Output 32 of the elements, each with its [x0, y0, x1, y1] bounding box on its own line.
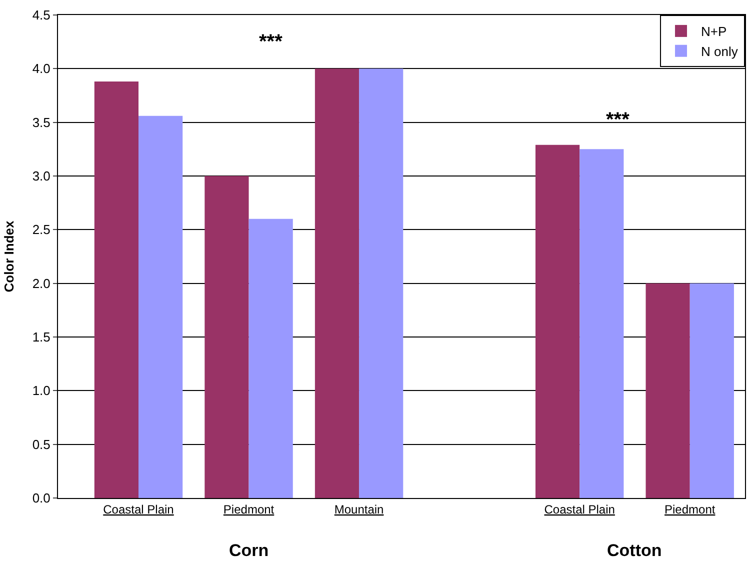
y-tick-label: 1.0: [32, 383, 50, 398]
y-tick-label: 0.0: [32, 490, 50, 506]
x-tick-label: Coastal Plain: [103, 502, 174, 516]
y-tick-label: 3.0: [32, 168, 50, 184]
text: Corn: [229, 541, 269, 560]
y-axis-title: Color Index: [1, 220, 16, 292]
text: Cotton: [607, 541, 662, 560]
bar: [646, 283, 690, 498]
bar: [138, 116, 183, 498]
legend-label: N only: [701, 44, 738, 59]
x-tick-label: Piedmont: [664, 502, 716, 516]
x-tick-label: Piedmont: [223, 502, 275, 516]
bar: [204, 176, 249, 498]
y-tick-label: 2.0: [32, 276, 50, 291]
bar: [248, 218, 293, 498]
y-tick-label: 3.5: [32, 114, 50, 130]
bar: [314, 68, 360, 498]
bar: [359, 68, 404, 498]
y-tick-label: 1.5: [32, 330, 50, 345]
y-tick-label: 4.5: [32, 8, 50, 23]
legend-label: N+P: [701, 24, 727, 40]
bar: [690, 283, 734, 498]
bar: [94, 82, 138, 498]
y-tick-label: 4.0: [32, 61, 50, 76]
x-tick-label: Mountain: [334, 502, 384, 516]
annotation: ***: [606, 109, 630, 131]
bar: [535, 144, 580, 498]
bar: [580, 149, 624, 498]
annotation: ***: [259, 31, 283, 53]
x-tick-label: Coastal Plain: [544, 502, 615, 516]
y-tick-label: 2.5: [32, 222, 50, 238]
y-tick-label: 0.5: [32, 436, 50, 452]
